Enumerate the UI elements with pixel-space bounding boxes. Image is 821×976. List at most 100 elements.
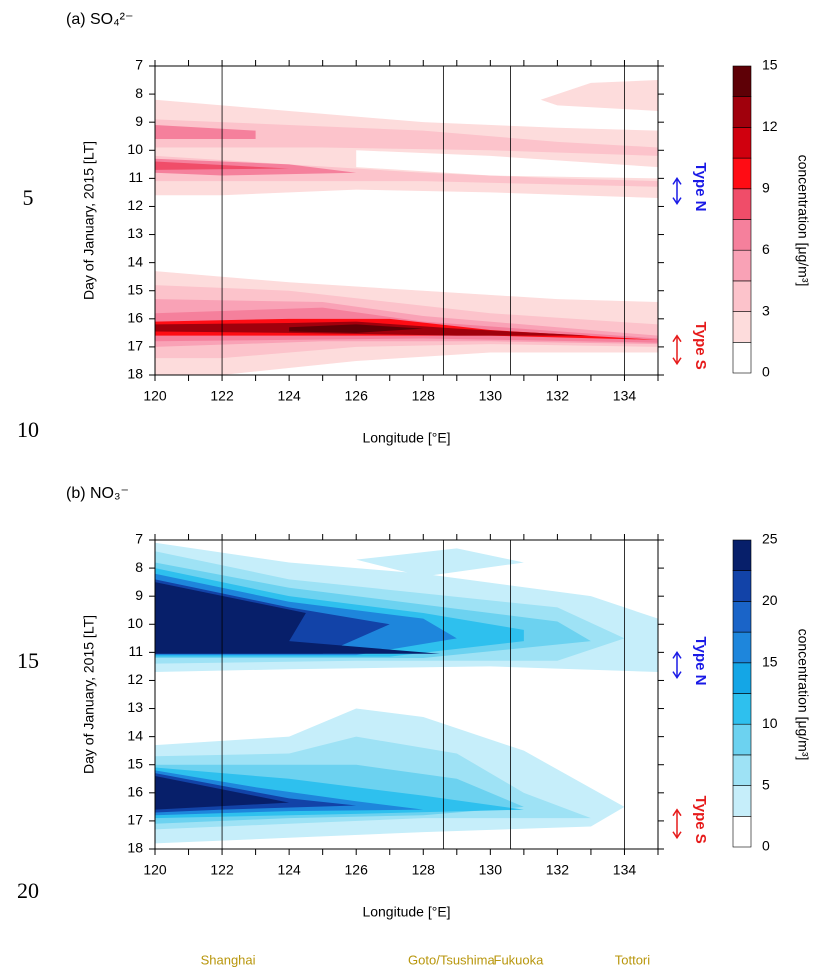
plot-frame (154, 65, 659, 376)
y-tick-label: 14 (127, 727, 143, 743)
x-tick-label: 130 (479, 388, 503, 404)
colorbar-band (732, 127, 752, 159)
x-axis-label: Longitude [°E] (362, 904, 450, 920)
y-tick-label: 11 (128, 169, 143, 185)
colorbar-tick-label: 15 (762, 654, 778, 670)
colorbar-band (732, 662, 752, 694)
y-tick-label: 16 (127, 310, 143, 326)
colorbar-tick-label: 6 (762, 241, 770, 257)
annotation: Type S (692, 322, 709, 370)
arrow-head (672, 808, 682, 817)
colorbar-band (732, 341, 752, 374)
colorbar-tick-label: 15 (762, 57, 778, 73)
arrow-head (672, 671, 682, 679)
panel-title: (b) NO₃⁻ (66, 485, 129, 502)
contour-field (155, 542, 658, 844)
x-tick-label: 132 (546, 388, 570, 404)
y-tick-label: 10 (127, 141, 143, 157)
x-tick-label: 124 (277, 862, 301, 878)
colorbar-band (732, 631, 752, 664)
y-tick-label: 9 (135, 113, 143, 129)
colorbar-band (732, 601, 752, 633)
y-tick-label: 8 (135, 559, 143, 575)
y-tick-label: 17 (127, 812, 143, 828)
x-tick-label: 132 (546, 862, 570, 878)
annotation: Type N (692, 637, 709, 686)
x-tick-label: 124 (277, 388, 301, 404)
location-label: Fukuoka (494, 952, 545, 967)
colorbar-tick-label: 20 (762, 592, 778, 608)
contour-band (155, 124, 256, 140)
colorbar-band (732, 188, 752, 220)
y-tick-label: 9 (135, 587, 143, 603)
colorbar-band (732, 785, 752, 817)
y-tick-label: 10 (127, 615, 143, 631)
colorbar-band (732, 219, 752, 251)
colorbar-tick-label: 0 (762, 364, 770, 380)
y-tick-label: 17 (127, 338, 143, 354)
colorbar-band (732, 754, 752, 786)
line-number: 10 (17, 417, 39, 442)
colorbar-band (732, 280, 752, 312)
colorbar-tick-label: 0 (762, 838, 770, 854)
colorbar-band (732, 539, 752, 572)
colorbar-band (732, 311, 752, 343)
x-tick-label: 120 (143, 862, 167, 878)
colorbar-label: concentration [μg/m³] (795, 629, 811, 761)
y-tick-label: 7 (135, 57, 143, 73)
y-tick-label: 13 (127, 225, 143, 241)
arrow-head (672, 651, 682, 659)
colorbar-band (732, 815, 752, 848)
x-tick-label: 120 (143, 388, 167, 404)
contour-band (155, 582, 441, 654)
colorbar-band (732, 723, 752, 756)
plot-frame (154, 539, 659, 850)
x-tick-label: 134 (613, 862, 637, 878)
x-tick-label: 128 (412, 388, 436, 404)
y-tick-label: 18 (127, 840, 143, 856)
x-tick-label: 122 (210, 862, 234, 878)
colorbar-band (732, 249, 752, 282)
y-axis-label: Day of January, 2015 [LT] (81, 615, 97, 774)
y-tick-label: 8 (135, 85, 143, 101)
colorbar-band (732, 693, 752, 725)
contour-band (540, 80, 658, 111)
y-tick-label: 16 (127, 784, 143, 800)
location-label: Shanghai (201, 952, 256, 967)
x-tick-label: 128 (412, 862, 436, 878)
colorbar-tick-label: 5 (762, 776, 770, 792)
contour-band (356, 150, 658, 179)
y-tick-label: 15 (127, 755, 143, 771)
x-tick-label: 126 (345, 388, 369, 404)
annotation: Type N (692, 163, 709, 212)
contour-band (155, 119, 658, 156)
colorbar-tick-label: 12 (762, 118, 778, 134)
colorbar-band (732, 570, 752, 602)
line-number: 5 (23, 185, 34, 210)
colorbar-band (732, 65, 752, 98)
contour-band (155, 155, 658, 187)
x-tick-label: 134 (613, 388, 637, 404)
x-axis-label: Longitude [°E] (362, 430, 450, 446)
line-number: 15 (17, 648, 39, 673)
arrow-head (672, 177, 682, 185)
y-tick-label: 7 (135, 531, 143, 547)
contour-band (356, 548, 524, 577)
colorbar-tick-label: 10 (762, 715, 778, 731)
annotation: Type S (692, 796, 709, 844)
colorbar-tick-label: 25 (762, 531, 778, 547)
y-tick-label: 12 (127, 671, 143, 687)
colorbar-tick-label: 3 (762, 302, 770, 318)
contour-band (289, 324, 424, 333)
x-tick-label: 130 (479, 862, 503, 878)
x-tick-label: 122 (210, 388, 234, 404)
colorbar-tick-label: 9 (762, 180, 770, 196)
location-label: Goto/Tsushima (408, 952, 495, 967)
colorbar-band (732, 96, 752, 128)
arrow-head (672, 357, 682, 366)
y-tick-label: 14 (127, 253, 143, 269)
arrow-head (672, 831, 682, 840)
y-tick-label: 12 (127, 197, 143, 213)
contour-field (155, 80, 658, 375)
